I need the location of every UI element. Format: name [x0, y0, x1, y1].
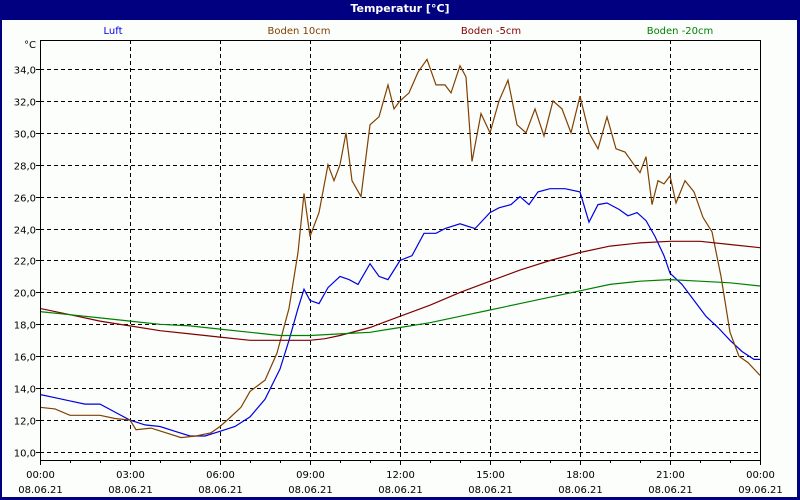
- x-tick-time: 15:00: [476, 470, 505, 481]
- x-tick-time: 18:00: [566, 470, 595, 481]
- y-tick-label: 14,0: [14, 385, 36, 396]
- y-tick-label: 20,0: [14, 289, 36, 300]
- x-tick-date: 08.06.21: [108, 485, 153, 496]
- window-title: Temperatur [°C]: [0, 0, 800, 20]
- x-tick-time: 21:00: [656, 470, 685, 481]
- y-tick-label: 32,0: [14, 98, 36, 109]
- series-line-boden-5cm: [39, 240, 761, 341]
- legend-item: Boden -5cm: [461, 26, 521, 37]
- y-tick-label: 30,0: [14, 130, 36, 141]
- x-tick-date: 08.06.21: [648, 485, 693, 496]
- y-tick-label: 24,0: [14, 226, 36, 237]
- y-tick-label: 28,0: [14, 162, 36, 173]
- x-tick-time: 00:00: [746, 470, 775, 481]
- x-tick-date: 08.06.21: [378, 485, 423, 496]
- y-tick-label: 22,0: [14, 257, 36, 268]
- x-tick-time: 00:00: [26, 470, 55, 481]
- x-tick-date: 08.06.21: [558, 485, 603, 496]
- x-tick-time: 03:00: [116, 470, 145, 481]
- x-tick-date: 08.06.21: [18, 485, 63, 496]
- x-tick-date: 08.06.21: [468, 485, 513, 496]
- y-tick-label: 26,0: [14, 194, 36, 205]
- y-tick-label: 18,0: [14, 321, 36, 332]
- legend-item: Luft: [104, 26, 123, 37]
- series-line-boden-20cm: [39, 278, 761, 337]
- plot-frame: [40, 40, 761, 461]
- y-unit-label: °C: [24, 40, 36, 51]
- x-tick-time: 12:00: [386, 470, 415, 481]
- y-tick-label: 10,0: [14, 449, 36, 460]
- x-tick-date: 08.06.21: [288, 485, 333, 496]
- legend-item: Boden 10cm: [268, 26, 331, 37]
- legend-item: Boden -20cm: [647, 26, 714, 37]
- y-tick-label: 16,0: [14, 353, 36, 364]
- x-tick-date: 09.06.21: [738, 485, 783, 496]
- series-line-boden-10cm: [39, 58, 761, 439]
- y-tick-label: 34,0: [14, 66, 36, 77]
- x-tick-time: 09:00: [296, 470, 325, 481]
- x-tick-time: 06:00: [206, 470, 235, 481]
- y-tick-label: 12,0: [14, 417, 36, 428]
- x-tick-date: 08.06.21: [198, 485, 243, 496]
